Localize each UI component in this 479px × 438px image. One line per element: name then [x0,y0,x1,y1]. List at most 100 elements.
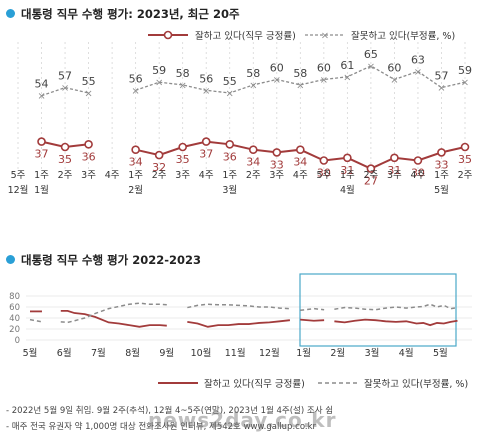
approve-label: 35 [176,153,190,166]
disapprove-point: × [37,91,45,102]
approve-line [300,318,325,322]
disapprove-label: 59 [152,64,166,77]
month-tick-label: 3월 [222,184,237,196]
month-tick-label: 8월 [125,347,140,359]
approve-label: 34 [129,156,143,169]
month-tick-label: 5월 [433,347,448,359]
footnote-2: - 매주 전국 유권자 약 1,000명 대상 전화조사원 인터뷰, 제542호… [6,422,317,432]
disapprove-label: 57 [434,70,448,83]
week-tick-label: 2주 [58,170,73,181]
disapprove-label: 54 [35,78,49,91]
approve-label: 30 [411,167,425,180]
week-tick-label: 5주 [316,170,331,181]
approve-label: 33 [270,158,284,171]
week-tick-label: 2주 [458,170,473,181]
month-tick-label: 4월 [399,347,414,359]
disapprove-label: 59 [458,64,472,77]
month-tick-label: 10월 [191,347,212,359]
highlight-box [299,273,457,347]
approve-line [60,309,167,328]
week-tick-label: 1주 [128,170,143,181]
disapprove-label: 55 [223,75,237,88]
disapprove-line [29,318,43,323]
legend2-approve-label: 잘하고 있다(직무 긍정률) [204,378,305,390]
approve-label: 37 [35,148,49,161]
y-tick-label: 20 [9,325,20,335]
approve-point [178,142,187,152]
disapprove-point: × [320,75,328,86]
approve-point [437,148,446,157]
month-tick-label: 11월 [225,347,246,359]
disapprove-point: × [226,89,234,100]
disapprove-label: 56 [199,72,213,85]
disapprove-point: × [61,83,69,94]
disapprove-label: 57 [58,70,72,83]
approve-label: 35 [458,153,472,166]
y-tick-label: 40 [9,314,20,324]
approve-point [225,140,235,149]
week-tick-label: 1주 [34,170,49,181]
disapprove-line [300,307,325,312]
month-tick-label: 1월 [34,184,49,196]
approve-point [319,156,329,165]
week-tick-label: 3주 [269,170,284,181]
disapprove-point: × [155,78,163,89]
week-tick-label: 3주 [81,170,96,181]
disapprove-label: 65 [364,48,378,61]
month-tick-label: 3월 [365,347,380,359]
y-tick-label: 60 [9,303,20,313]
week-tick-label: 4주 [411,170,426,181]
disapprove-point: × [461,78,469,89]
week-tick-label: 1주 [434,170,449,181]
footnote-1: - 2022년 5월 9일 취임. 9월 2주(추석), 12월 4~5주(연말… [6,406,334,416]
approve-label: 33 [434,158,448,171]
approve-point [131,145,140,154]
week-tick-label: 3주 [175,170,190,181]
disapprove-label: 58 [293,67,307,80]
month-tick-label: 5월 [434,184,449,196]
bullet-icon [6,9,15,18]
month-tick-label: 2월 [330,347,345,359]
bullet-icon [6,255,15,264]
legend-disapprove-marker: × [321,31,329,42]
week-tick-label: 2주 [363,170,378,181]
disapprove-label: 56 [129,72,143,85]
week-tick-label: 2주 [246,170,261,181]
approve-point [272,148,282,157]
approve-label: 31 [387,164,401,177]
disapprove-point: × [296,80,304,91]
approve-point [390,153,399,163]
disapprove-line [135,65,466,94]
approve-label: 32 [152,161,166,174]
chart2-title: 대통령 직무 수행 평가 2022-2023 [6,252,201,268]
watermark: news2day.co.kr [148,408,337,432]
chart2-legend: 잘하고 있다(직무 긍정률) 잘못하고 있다(부정률, %) [158,378,468,390]
week-tick-label: 1주 [340,170,355,181]
approve-line [187,319,291,328]
week-tick-label: 1주 [222,170,237,181]
chart1-svg: 잘하고 있다(직무 긍정률) × 잘못하고 있다(부정률, %) 37 35 36 3… [8,30,473,196]
approve-point [366,164,376,173]
disapprove-point: × [437,83,445,94]
approve-label: 31 [340,164,354,177]
disapprove-label: 60 [317,62,331,75]
approve-label: 34 [246,156,260,169]
disapprove-point: × [343,72,351,83]
legend2-disapprove-label: 잘못하고 있다(부정률, %) [364,378,468,390]
legend-disapprove-label: 잘못하고 있다(부정률, %) [351,30,455,42]
chart2-title-text: 대통령 직무 수행 평가 2022-2023 [21,253,202,267]
month-tick-label: 4월 [340,184,355,196]
disapprove-point: × [367,62,375,73]
month-tick-label: 12월 [8,184,29,196]
y-tick-label: 80 [9,292,20,302]
week-tick-label: 4주 [293,170,308,181]
approve-label: 37 [199,148,213,161]
chart1-title: 대통령 직무 수행 평가: 2023년, 최근 20주 [6,6,240,22]
approve-point [60,142,70,152]
approve-point [248,145,258,154]
month-tick-label: 2월 [128,184,143,196]
approve-point [460,142,470,152]
disapprove-point: × [131,86,139,97]
disapprove-label: 63 [411,53,425,66]
